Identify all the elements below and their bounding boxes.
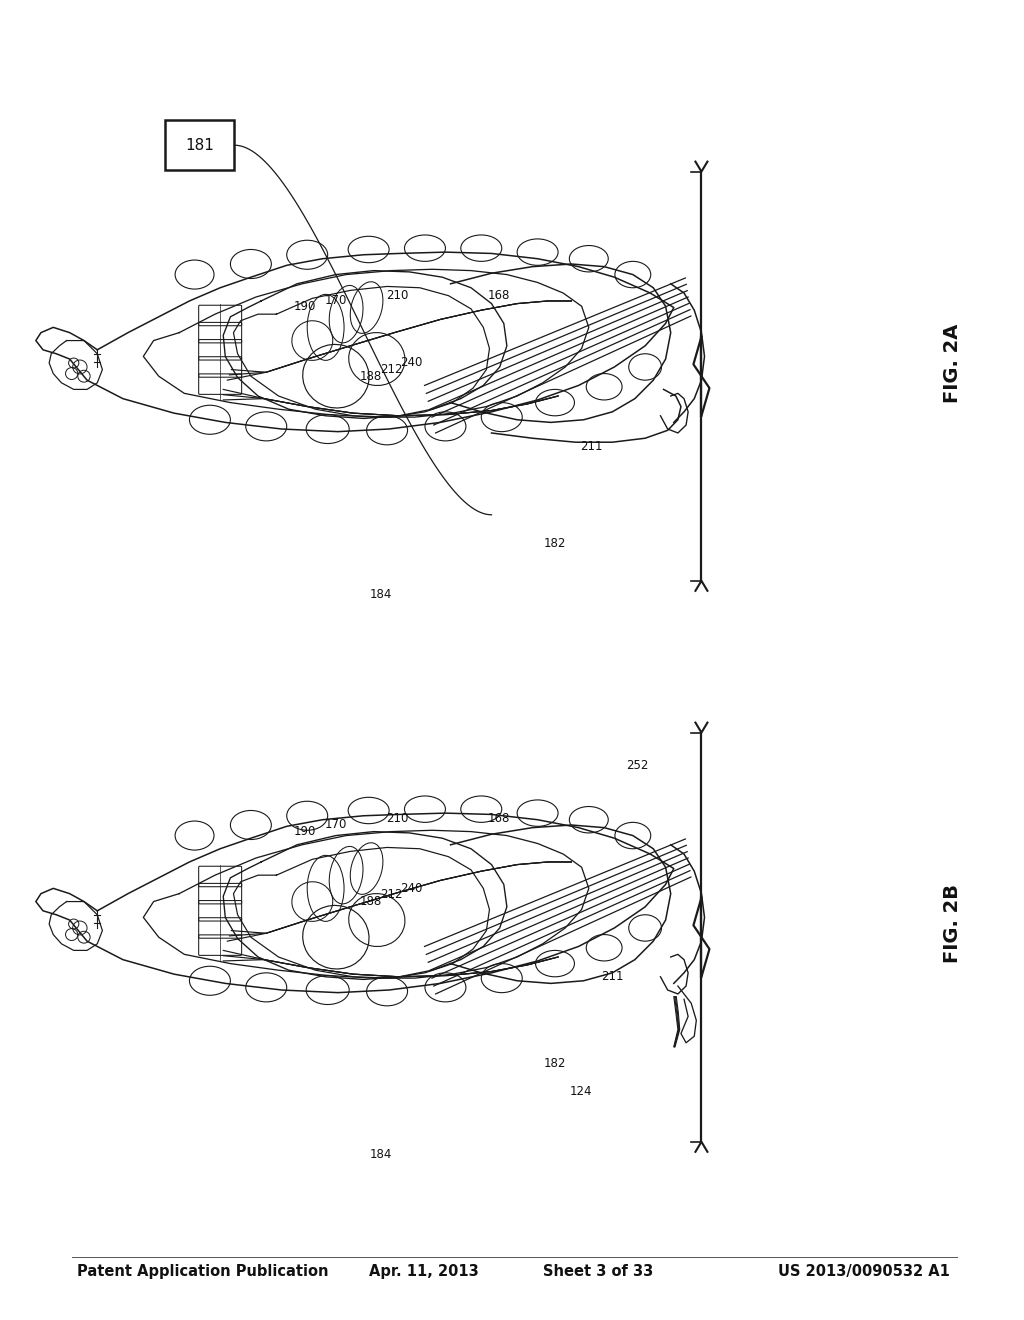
Text: 188: 188 <box>359 370 382 383</box>
Text: 211: 211 <box>581 440 603 453</box>
Text: 168: 168 <box>487 289 510 302</box>
Text: Apr. 11, 2013: Apr. 11, 2013 <box>369 1265 478 1279</box>
Text: 170: 170 <box>325 818 347 832</box>
Text: 252: 252 <box>626 759 648 772</box>
Text: 181: 181 <box>185 137 214 153</box>
Text: 190: 190 <box>294 300 316 313</box>
Text: 182: 182 <box>544 1057 566 1071</box>
Text: Patent Application Publication: Patent Application Publication <box>77 1265 329 1279</box>
Text: 210: 210 <box>386 812 409 825</box>
Text: 168: 168 <box>487 812 510 825</box>
Text: 182: 182 <box>544 537 566 550</box>
Text: 184: 184 <box>370 587 392 601</box>
Text: 211: 211 <box>601 970 624 983</box>
Text: 188: 188 <box>359 895 382 908</box>
Text: 184: 184 <box>370 1148 392 1162</box>
Text: 212: 212 <box>380 888 402 902</box>
Bar <box>165 120 234 170</box>
Text: Sheet 3 of 33: Sheet 3 of 33 <box>543 1265 653 1279</box>
Text: 124: 124 <box>569 1085 592 1098</box>
Text: 210: 210 <box>386 289 409 302</box>
Text: US 2013/0090532 A1: US 2013/0090532 A1 <box>778 1265 950 1279</box>
Text: 190: 190 <box>294 825 316 838</box>
Text: 240: 240 <box>400 882 423 895</box>
Text: 212: 212 <box>380 363 402 376</box>
Text: 240: 240 <box>400 356 423 370</box>
Text: FIG. 2A: FIG. 2A <box>943 323 962 403</box>
Text: FIG. 2B: FIG. 2B <box>943 884 962 964</box>
Text: 170: 170 <box>325 294 347 308</box>
